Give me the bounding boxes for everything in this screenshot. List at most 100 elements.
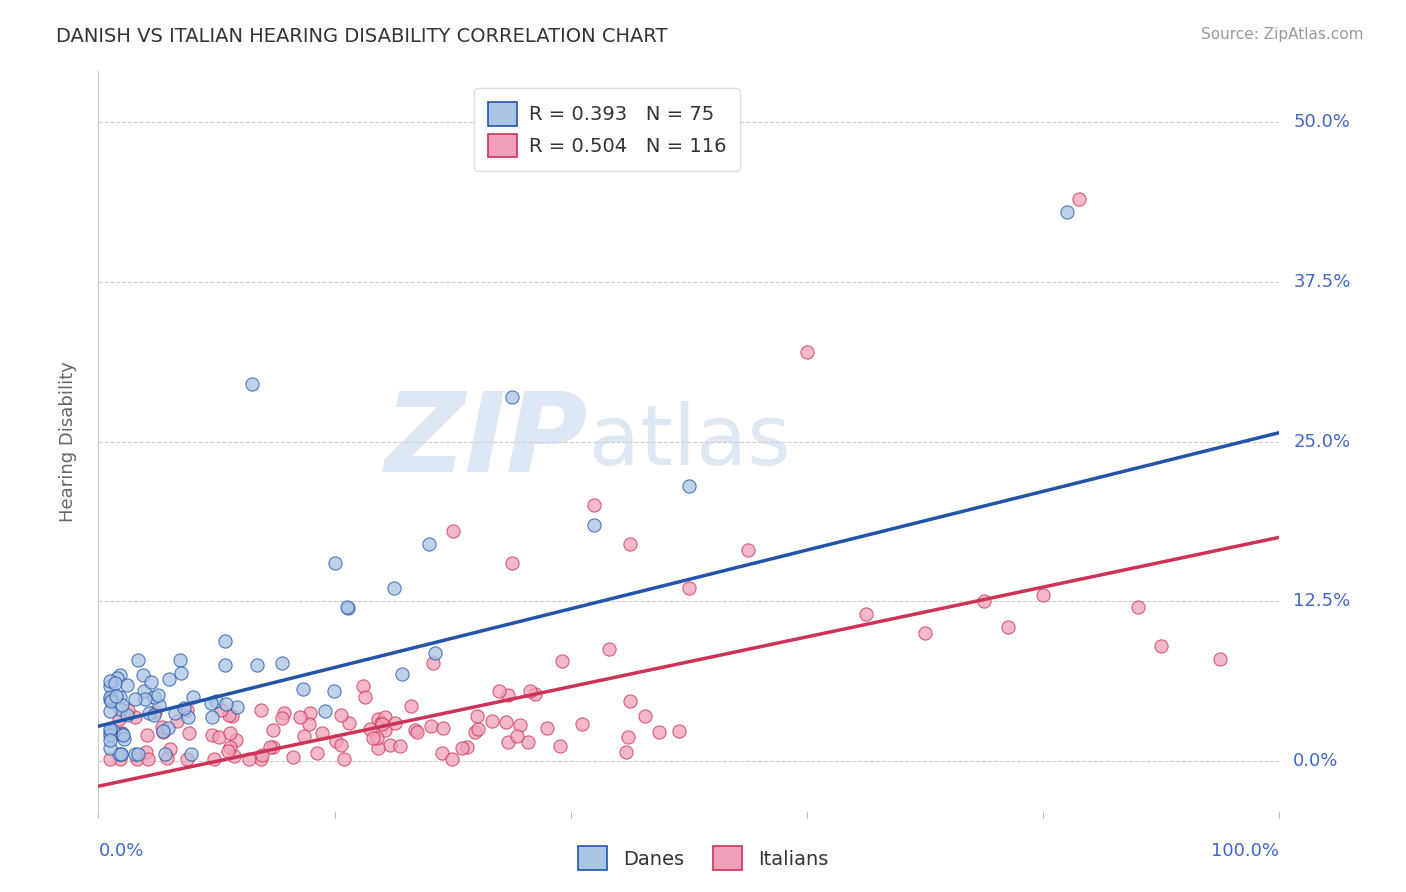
Point: [1150, 639, 1173, 653]
Point: [98, 691, 121, 706]
Point: [648, 725, 671, 739]
Point: [156, 721, 179, 735]
Point: [98, 690, 121, 704]
Point: [465, 709, 488, 723]
Point: [208, 730, 231, 744]
Point: [112, 732, 135, 747]
Point: [367, 740, 389, 755]
Point: [163, 706, 186, 721]
Point: [325, 734, 347, 748]
Point: [150, 720, 173, 734]
Point: [124, 692, 146, 706]
Point: [374, 710, 396, 724]
Point: [111, 726, 134, 740]
Text: 50.0%: 50.0%: [1294, 113, 1350, 131]
Point: [298, 716, 321, 731]
Point: [855, 607, 877, 621]
Point: [382, 582, 405, 596]
Point: [110, 690, 132, 704]
Point: [425, 646, 447, 660]
Point: [1126, 600, 1149, 615]
Text: ZIP: ZIP: [385, 388, 589, 495]
Point: [367, 713, 389, 727]
Point: [111, 698, 134, 713]
Point: [1209, 651, 1232, 665]
Point: [323, 683, 346, 698]
Point: [495, 715, 517, 730]
Point: [481, 714, 503, 728]
Point: [496, 689, 519, 703]
Point: [108, 712, 131, 726]
Point: [598, 642, 620, 657]
Point: [125, 752, 148, 766]
Point: [418, 536, 440, 550]
Point: [200, 696, 222, 710]
Point: [219, 725, 242, 739]
Legend: Danes, Italians: Danes, Italians: [571, 838, 835, 878]
Point: [524, 687, 547, 701]
Point: [378, 738, 401, 752]
Text: DANISH VS ITALIAN HEARING DISABILITY CORRELATION CHART: DANISH VS ITALIAN HEARING DISABILITY COR…: [56, 27, 668, 45]
Point: [737, 543, 759, 558]
Point: [134, 692, 156, 706]
Point: [509, 718, 531, 732]
Point: [202, 752, 225, 766]
Point: [250, 703, 273, 717]
Point: [259, 740, 281, 755]
Point: [536, 722, 558, 736]
Point: [973, 594, 995, 608]
Point: [1056, 204, 1078, 219]
Point: [209, 703, 232, 717]
Point: [619, 536, 641, 550]
Point: [166, 714, 188, 728]
Point: [132, 667, 155, 681]
Point: [98, 679, 121, 693]
Point: [616, 730, 638, 744]
Point: [366, 731, 388, 745]
Y-axis label: Hearing Disability: Hearing Disability: [59, 361, 77, 522]
Point: [519, 683, 541, 698]
Point: [619, 694, 641, 708]
Point: [156, 751, 179, 765]
Point: [124, 747, 146, 762]
Point: [177, 710, 200, 724]
Point: [105, 671, 128, 685]
Point: [108, 747, 131, 762]
Text: 12.5%: 12.5%: [1294, 592, 1351, 610]
Point: [214, 634, 236, 648]
Point: [335, 599, 357, 614]
Point: [100, 694, 122, 708]
Point: [330, 738, 353, 752]
Point: [273, 706, 295, 720]
Point: [307, 746, 329, 760]
Point: [291, 681, 314, 696]
Point: [501, 556, 523, 570]
Point: [1067, 192, 1090, 206]
Point: [271, 711, 294, 725]
Point: [354, 690, 377, 704]
Point: [422, 656, 444, 670]
Point: [173, 701, 195, 715]
Point: [136, 728, 159, 742]
Point: [142, 690, 165, 705]
Text: atlas: atlas: [589, 401, 790, 482]
Point: [281, 749, 304, 764]
Point: [419, 719, 441, 733]
Point: [404, 723, 426, 737]
Point: [262, 723, 284, 738]
Point: [352, 679, 374, 693]
Point: [98, 724, 121, 739]
Text: 0.0%: 0.0%: [98, 842, 143, 860]
Text: 37.5%: 37.5%: [1294, 273, 1351, 291]
Text: Source: ZipAtlas.com: Source: ZipAtlas.com: [1201, 27, 1364, 42]
Point: [132, 684, 155, 698]
Point: [226, 700, 249, 714]
Point: [583, 499, 606, 513]
Point: [238, 752, 260, 766]
Point: [501, 390, 523, 404]
Point: [371, 717, 394, 731]
Point: [363, 731, 385, 745]
Point: [135, 745, 157, 759]
Point: [571, 717, 593, 731]
Point: [432, 721, 454, 735]
